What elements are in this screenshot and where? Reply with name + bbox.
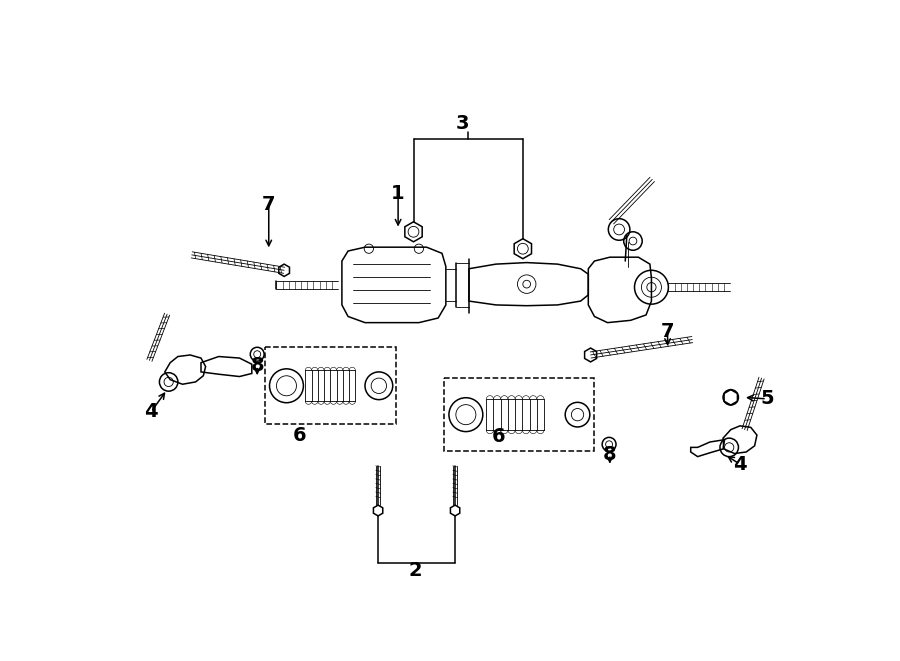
Text: 8: 8 bbox=[603, 445, 616, 464]
Text: 4: 4 bbox=[734, 455, 747, 474]
Text: 7: 7 bbox=[262, 194, 275, 214]
Bar bbox=[445, 378, 595, 451]
Text: 6: 6 bbox=[292, 426, 306, 445]
Text: 3: 3 bbox=[456, 114, 470, 134]
Text: 5: 5 bbox=[760, 389, 774, 408]
Text: 2: 2 bbox=[409, 561, 422, 580]
Bar bbox=[265, 347, 396, 424]
Text: 7: 7 bbox=[661, 323, 674, 341]
Text: 4: 4 bbox=[144, 403, 158, 422]
Text: 8: 8 bbox=[250, 356, 264, 375]
Text: 6: 6 bbox=[491, 427, 505, 446]
Text: 1: 1 bbox=[392, 184, 405, 203]
